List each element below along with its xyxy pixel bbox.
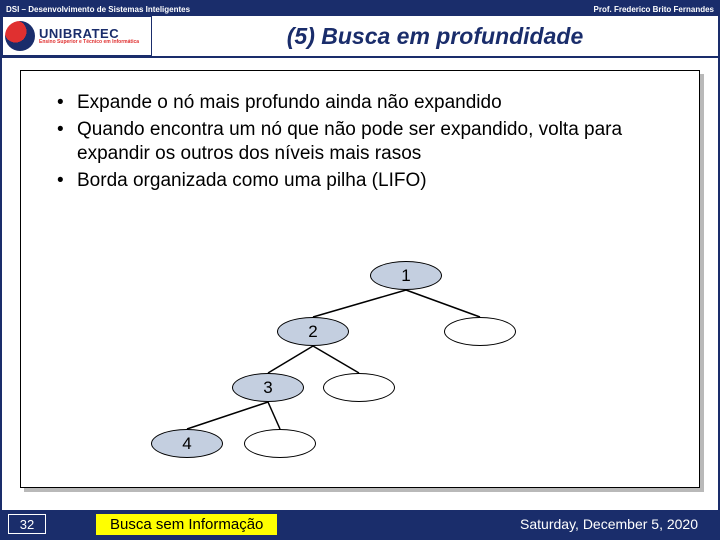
page-number: 32 [8, 514, 46, 534]
tree-edge [406, 290, 480, 317]
tree-edges [21, 71, 701, 489]
professor-name: Prof. Frederico Brito Fernandes [594, 5, 714, 14]
content-box: Expande o nó mais profundo ainda não exp… [20, 70, 700, 488]
logo-swirl-icon [5, 21, 35, 51]
bottom-bar: 32 Busca sem Informação Saturday, Decemb… [2, 510, 718, 538]
course-code: DSI – Desenvolvimento de Sistemas Inteli… [6, 5, 190, 14]
tree-edge [268, 346, 313, 373]
slide-title: (5) Busca em profundidade [287, 23, 583, 50]
top-bar: DSI – Desenvolvimento de Sistemas Inteli… [2, 2, 718, 16]
footer-title: Busca sem Informação [96, 514, 277, 535]
tree-edge [313, 346, 359, 373]
tree-edge [187, 402, 268, 429]
logo: UNIBRATEC Ensino Superior e Técnico em I… [2, 16, 152, 56]
header-row: UNIBRATEC Ensino Superior e Técnico em I… [2, 16, 718, 58]
tree-edge [313, 290, 406, 317]
title-area: (5) Busca em profundidade [152, 16, 718, 56]
footer-date: Saturday, December 5, 2020 [520, 516, 698, 532]
slide: DSI – Desenvolvimento de Sistemas Inteli… [0, 0, 720, 540]
logo-sub-text: Ensino Superior e Técnico em Informática [39, 40, 139, 45]
tree-edge [268, 402, 280, 429]
